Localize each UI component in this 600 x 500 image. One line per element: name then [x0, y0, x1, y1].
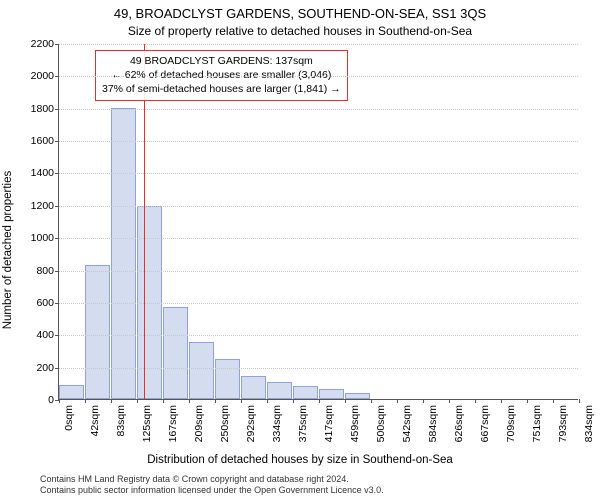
- plot-area: 49 BROADCLYST GARDENS: 137sqm ← 62% of d…: [58, 44, 578, 400]
- xtick-mark: [501, 399, 502, 403]
- ytick-label: 200: [36, 362, 59, 374]
- xtick-label: 709sqm: [505, 405, 517, 442]
- xtick-label: 500sqm: [375, 405, 387, 442]
- histogram-bar: [163, 307, 188, 399]
- gridline: [59, 109, 578, 110]
- ytick-label: 1200: [31, 200, 59, 212]
- ytick-label: 2200: [31, 38, 59, 50]
- gridline: [59, 335, 578, 336]
- annotation-line-1: 49 BROADCLYST GARDENS: 137sqm: [102, 54, 341, 68]
- xtick-mark: [527, 399, 528, 403]
- histogram-bar: [111, 108, 136, 399]
- xtick-mark: [215, 399, 216, 403]
- xtick-label: 834sqm: [583, 405, 595, 442]
- histogram-bar: [215, 359, 240, 399]
- gridline: [59, 238, 578, 239]
- xtick-mark: [449, 399, 450, 403]
- ytick-label: 2000: [31, 70, 59, 82]
- xtick-mark: [137, 399, 138, 403]
- xtick-label: 292sqm: [245, 405, 257, 442]
- xtick-label: 334sqm: [271, 405, 283, 442]
- xtick-mark: [189, 399, 190, 403]
- attribution-line-2: Contains public sector information licen…: [40, 485, 384, 496]
- xtick-mark: [345, 399, 346, 403]
- xtick-label: 542sqm: [401, 405, 413, 442]
- x-axis-label: Distribution of detached houses by size …: [0, 454, 600, 466]
- xtick-label: 250sqm: [219, 405, 231, 442]
- gridline: [59, 141, 578, 142]
- xtick-mark: [423, 399, 424, 403]
- xtick-label: 167sqm: [167, 405, 179, 442]
- xtick-mark: [163, 399, 164, 403]
- histogram-bar: [293, 386, 318, 399]
- xtick-mark: [579, 399, 580, 403]
- xtick-mark: [111, 399, 112, 403]
- xtick-label: 417sqm: [323, 405, 335, 442]
- ytick-label: 400: [36, 329, 59, 341]
- histogram-bar: [85, 265, 110, 399]
- histogram-bar: [189, 342, 214, 399]
- xtick-label: 42sqm: [89, 405, 101, 437]
- ytick-label: 1000: [31, 232, 59, 244]
- chart-subtitle: Size of property relative to detached ho…: [0, 24, 600, 38]
- attribution-text: Contains HM Land Registry data © Crown c…: [40, 474, 384, 497]
- gridline: [59, 303, 578, 304]
- ytick-label: 1600: [31, 135, 59, 147]
- ytick-label: 1800: [31, 103, 59, 115]
- xtick-mark: [553, 399, 554, 403]
- gridline: [59, 173, 578, 174]
- ytick-label: 0: [48, 394, 59, 406]
- histogram-bar: [345, 393, 370, 399]
- ytick-label: 1400: [31, 167, 59, 179]
- xtick-label: 375sqm: [297, 405, 309, 442]
- histogram-bar: [319, 389, 344, 399]
- attribution-line-1: Contains HM Land Registry data © Crown c…: [40, 474, 384, 485]
- y-axis-label: Number of detached properties: [2, 171, 14, 330]
- annotation-box: 49 BROADCLYST GARDENS: 137sqm ← 62% of d…: [95, 50, 348, 101]
- ytick-label: 600: [36, 297, 59, 309]
- xtick-label: 751sqm: [531, 405, 543, 442]
- xtick-mark: [267, 399, 268, 403]
- annotation-line-3: 37% of semi-detached houses are larger (…: [102, 82, 341, 96]
- histogram-bar: [267, 382, 292, 399]
- xtick-label: 209sqm: [193, 405, 205, 442]
- xtick-label: 125sqm: [141, 405, 153, 442]
- xtick-label: 83sqm: [115, 405, 127, 437]
- xtick-mark: [371, 399, 372, 403]
- xtick-label: 0sqm: [63, 405, 75, 431]
- gridline: [59, 271, 578, 272]
- xtick-mark: [241, 399, 242, 403]
- ytick-label: 800: [36, 265, 59, 277]
- histogram-bar: [241, 376, 266, 399]
- gridline: [59, 44, 578, 45]
- xtick-label: 626sqm: [453, 405, 465, 442]
- xtick-mark: [85, 399, 86, 403]
- xtick-label: 459sqm: [349, 405, 361, 442]
- xtick-mark: [319, 399, 320, 403]
- gridline: [59, 368, 578, 369]
- xtick-label: 793sqm: [557, 405, 569, 442]
- xtick-mark: [397, 399, 398, 403]
- chart-container: 49, BROADCLYST GARDENS, SOUTHEND-ON-SEA,…: [0, 0, 600, 500]
- xtick-label: 584sqm: [427, 405, 439, 442]
- xtick-label: 667sqm: [479, 405, 491, 442]
- gridline: [59, 206, 578, 207]
- xtick-mark: [475, 399, 476, 403]
- annotation-line-2: ← 62% of detached houses are smaller (3,…: [102, 68, 341, 82]
- gridline: [59, 76, 578, 77]
- page-title: 49, BROADCLYST GARDENS, SOUTHEND-ON-SEA,…: [0, 6, 600, 21]
- xtick-mark: [293, 399, 294, 403]
- histogram-bar: [59, 385, 84, 399]
- xtick-mark: [59, 399, 60, 403]
